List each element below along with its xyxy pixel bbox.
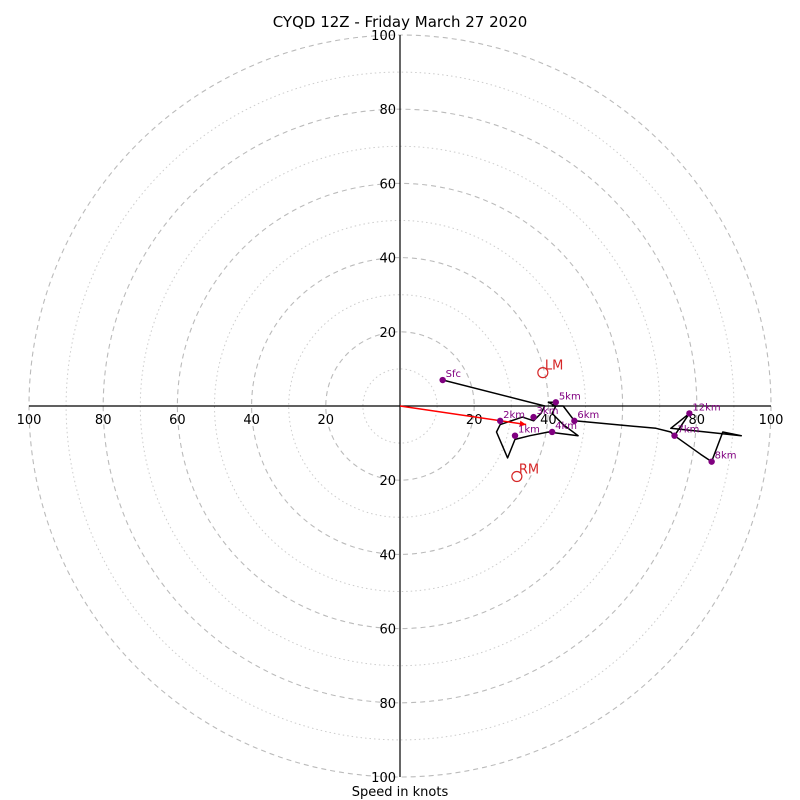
x-tick-label: 100 [759,413,784,428]
height-marker-point [671,432,678,439]
y-tick-label: 20 [379,474,396,489]
y-tick-label: 40 [379,252,396,267]
storm-motion-marker [537,367,549,379]
mean-wind-vector [399,405,527,426]
height-marker-label: Sfc [446,369,461,380]
y-tick-label: 60 [379,177,396,192]
height-marker-label: 8km [715,451,737,462]
height-marker-point [496,417,504,425]
height-marker-point [571,417,578,425]
chart-title: CYQD 12Z - Friday March 27 2020 [273,13,528,31]
x-tick-label: 20 [466,413,483,428]
y-tick-label: 40 [379,548,396,563]
y-tick-label: 80 [379,697,396,712]
vector-arrowhead [519,420,527,427]
y-tick-label: 60 [379,623,396,638]
storm-motion-label: LM [545,359,563,374]
x-tick-label: 60 [169,413,186,428]
hodograph-line [442,379,743,463]
y-tick-label: 100 [371,771,396,786]
height-markers: Sfc 1km 2km 3km 4km 5km 6km 7km 8km 12km [439,369,737,465]
height-marker-label: 7km [678,425,700,436]
height-marker-point [708,458,715,465]
height-marker-label: 2km [503,410,525,421]
y-tick-label: 80 [379,103,396,118]
x-tick-label: 100 [17,413,42,428]
storm-motion-markers: LM RM [511,359,563,483]
mean-wind-vector-group [399,405,527,427]
hodograph-trace [442,379,743,463]
x-tick-label: 20 [318,413,335,428]
y-tick-label: 20 [379,326,396,341]
height-marker-point [439,376,446,384]
height-marker-label: 12km [692,402,720,413]
storm-motion-label: RM [519,462,539,477]
x-tick-label: 80 [95,413,112,428]
x-tick-label: 40 [540,413,557,428]
height-marker-point [548,428,556,436]
storm-motion-marker [511,470,523,483]
x-tick-label: 40 [243,413,260,428]
height-marker-label: 4km [555,421,577,432]
height-marker-label: 5km [559,391,581,402]
height-marker-point [552,399,560,406]
x-tick-label: 80 [689,413,706,428]
height-marker-label: 3km [537,406,559,417]
y-tick-label: 100 [371,29,396,44]
height-marker-point [511,432,519,439]
height-marker-point [530,413,537,421]
height-marker-label: 6km [577,410,599,421]
height-marker-label: 1km [518,425,540,436]
x-axis-label: Speed in knots [352,785,449,800]
height-marker-point [686,410,693,417]
